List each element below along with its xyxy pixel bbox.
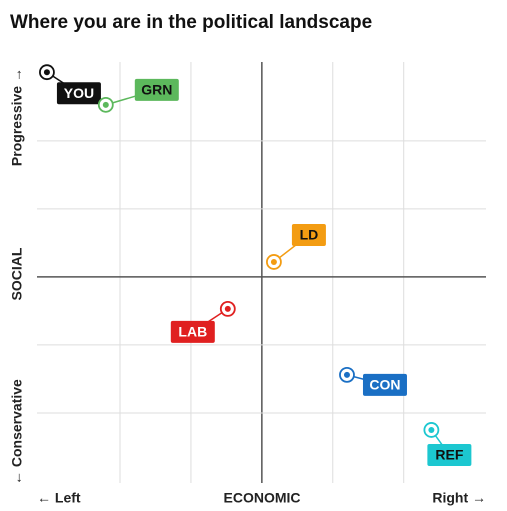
label-box [427,443,472,466]
y-axis-top-label: Progressive → [9,68,25,166]
label-box [56,82,101,105]
point-dot [343,371,350,378]
label: GRN [141,82,172,98]
point-dot [270,258,277,265]
label: LD [300,227,319,243]
label-box [362,373,407,396]
x-axis-left-label: ← Left [37,490,81,506]
label: REF [435,447,463,463]
y-axis-label: SOCIAL [9,247,25,300]
label-box [134,78,179,101]
y-axis-bottom-label: ← Conservative [9,379,25,485]
label-box [291,223,326,246]
party-marker: REF [423,422,472,466]
x-axis-right-label: Right → [432,490,486,506]
grid [37,62,486,483]
party-marker: YOU [39,64,101,105]
point-dot [102,101,109,108]
party-marker: GRN [97,78,179,113]
point-dot [224,305,231,312]
label: LAB [178,324,207,340]
point-dot [43,69,50,76]
party-marker: LD [266,223,326,270]
point-dot [428,426,435,433]
x-axis-label: ECONOMIC [224,490,301,506]
party-marker: CON [339,366,407,396]
chart-title: Where you are in the political landscape [10,12,372,33]
party-marker: LAB [170,300,236,343]
label-box [170,320,215,343]
label: CON [369,377,400,393]
label: YOU [64,85,94,101]
